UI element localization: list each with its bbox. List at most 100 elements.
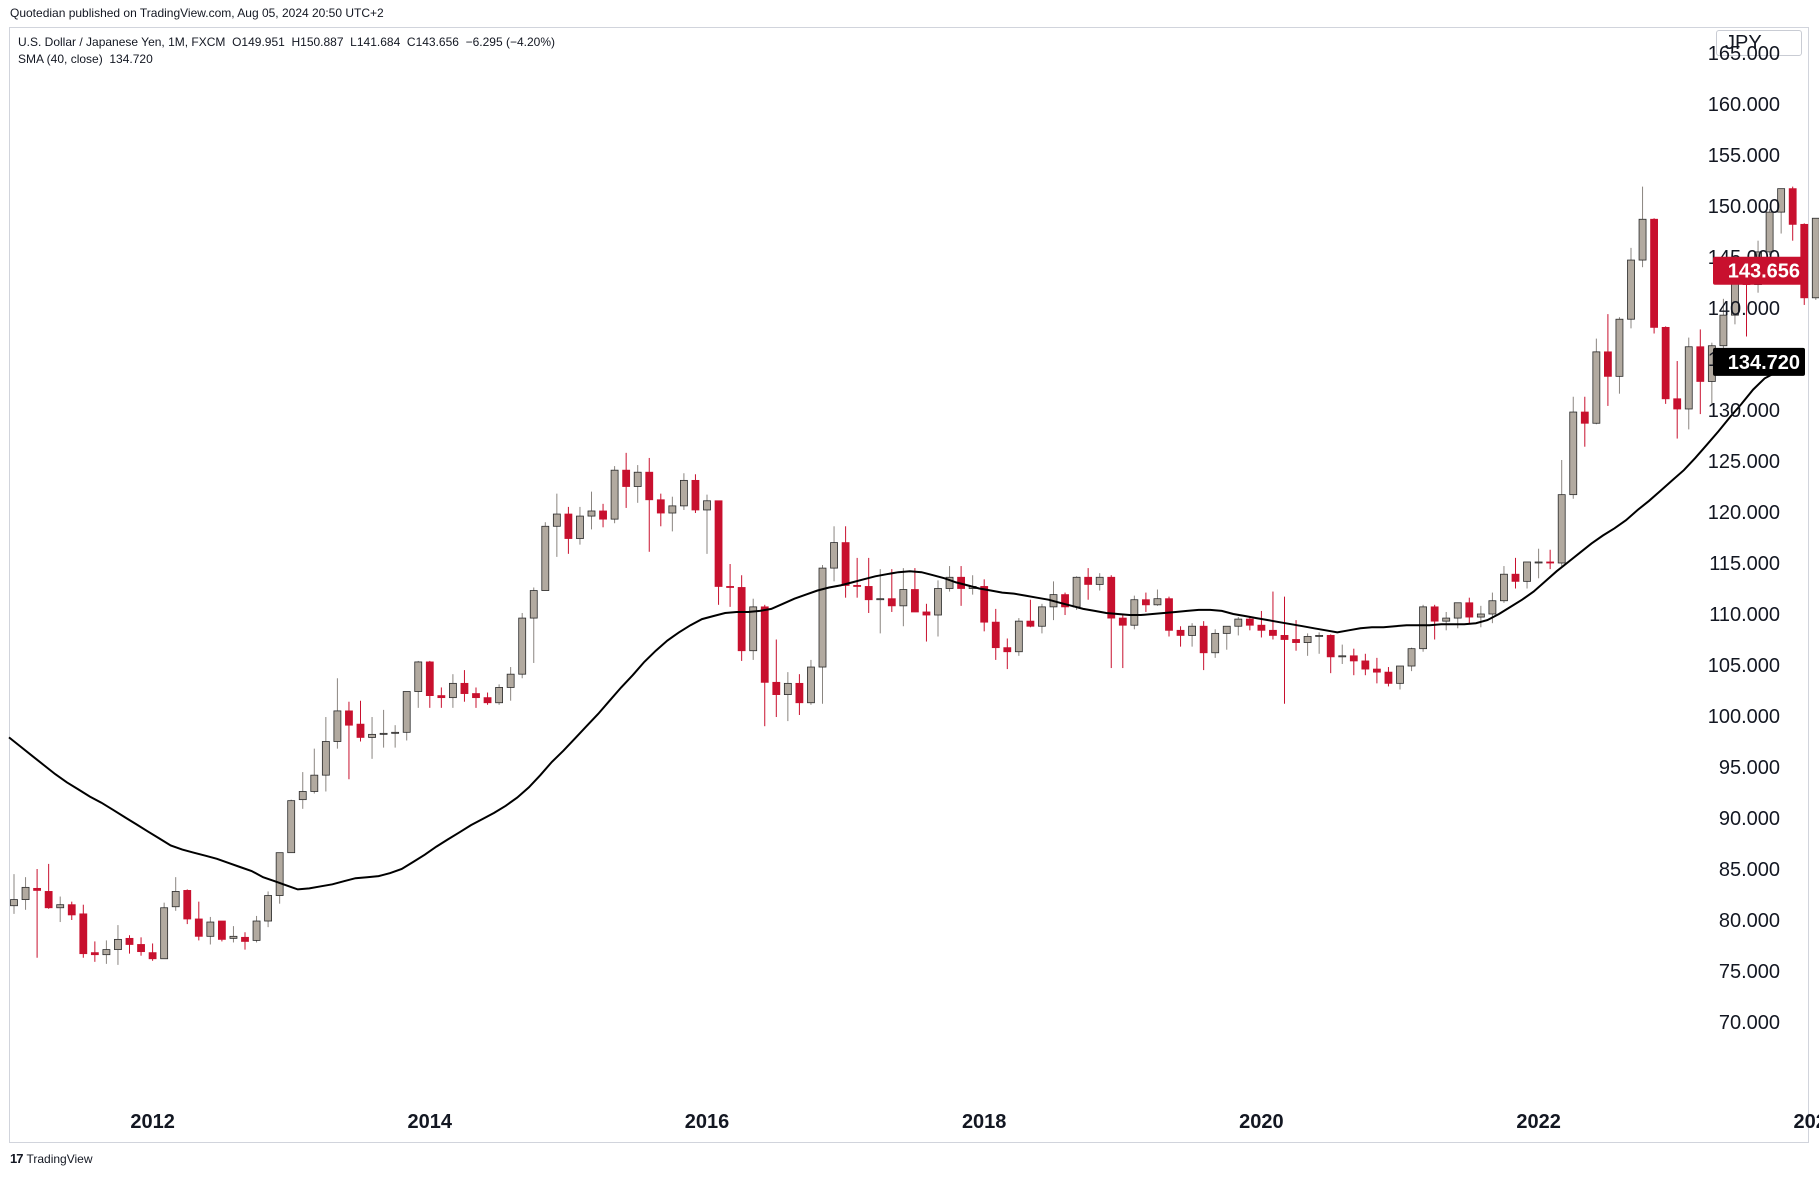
candle[interactable] xyxy=(911,568,919,613)
candle[interactable] xyxy=(206,916,215,945)
candle[interactable] xyxy=(1361,653,1370,676)
sma-legend[interactable]: SMA (40, close) 134.720 xyxy=(18,52,153,66)
candle[interactable] xyxy=(887,569,896,612)
candle[interactable] xyxy=(310,748,319,794)
candle[interactable] xyxy=(552,493,561,557)
time-axis[interactable]: 2012 2014 2016 2018 2020 2022 2024 xyxy=(130,1111,1819,1133)
candle[interactable] xyxy=(1326,634,1335,674)
candle[interactable] xyxy=(125,935,134,954)
candle[interactable] xyxy=(1407,647,1416,672)
candle[interactable] xyxy=(56,896,65,923)
candle[interactable] xyxy=(783,672,792,722)
candle[interactable] xyxy=(1245,617,1254,631)
candle[interactable] xyxy=(44,863,53,909)
candle[interactable] xyxy=(1153,589,1162,606)
candle[interactable] xyxy=(1188,623,1196,647)
candle[interactable] xyxy=(1569,396,1578,499)
candle[interactable] xyxy=(1811,217,1819,300)
candle[interactable] xyxy=(114,925,122,965)
candle[interactable] xyxy=(67,901,76,920)
candle[interactable] xyxy=(183,889,192,925)
candle[interactable] xyxy=(275,852,284,904)
candle[interactable] xyxy=(448,674,457,708)
candle[interactable] xyxy=(841,526,850,598)
candle[interactable] xyxy=(1269,591,1277,640)
footer-branding[interactable]: 17 TradingView xyxy=(10,1151,93,1166)
candle[interactable] xyxy=(1638,186,1647,268)
candle[interactable] xyxy=(1788,186,1797,241)
symbol-legend[interactable]: U.S. Dollar / Japanese Yen, 1M, FXCM O14… xyxy=(18,35,556,49)
candle[interactable] xyxy=(425,660,434,708)
candle[interactable] xyxy=(1476,605,1485,628)
candle[interactable] xyxy=(460,670,469,702)
candle[interactable] xyxy=(321,717,330,792)
candle[interactable] xyxy=(1199,621,1208,671)
candle[interactable] xyxy=(1419,604,1427,652)
candle[interactable] xyxy=(1165,596,1173,637)
candle[interactable] xyxy=(1604,314,1612,406)
candle[interactable] xyxy=(934,580,942,637)
candle[interactable] xyxy=(252,915,261,943)
candle[interactable] xyxy=(1338,644,1347,664)
candle[interactable] xyxy=(437,687,446,708)
candle[interactable] xyxy=(945,566,954,592)
candle[interactable] xyxy=(772,639,781,718)
candle[interactable] xyxy=(333,678,342,749)
candle[interactable] xyxy=(1014,618,1023,656)
candle[interactable] xyxy=(1627,247,1635,329)
candle[interactable] xyxy=(587,491,596,530)
candle[interactable] xyxy=(1257,610,1266,638)
candle[interactable] xyxy=(864,557,873,613)
candle[interactable] xyxy=(379,709,388,748)
candle[interactable] xyxy=(633,465,642,503)
candle[interactable] xyxy=(402,691,411,741)
candle[interactable] xyxy=(610,466,619,524)
candle[interactable] xyxy=(1534,548,1543,579)
candle[interactable] xyxy=(1592,338,1601,425)
candle[interactable] xyxy=(483,692,492,705)
candle[interactable] xyxy=(1557,459,1566,567)
candle[interactable] xyxy=(1303,633,1312,656)
price-axis[interactable]: 165.000160.000155.000150.000145.000140.0… xyxy=(1708,43,1780,1034)
candle[interactable] xyxy=(1280,596,1289,704)
candle[interactable] xyxy=(680,473,688,510)
candle[interactable] xyxy=(160,902,169,960)
candle[interactable] xyxy=(506,667,515,701)
candle[interactable] xyxy=(414,660,423,708)
candle[interactable] xyxy=(391,725,400,748)
candle[interactable] xyxy=(1777,188,1786,234)
candle[interactable] xyxy=(645,457,654,552)
candle[interactable] xyxy=(229,926,238,943)
candle[interactable] xyxy=(691,474,700,514)
candle[interactable] xyxy=(1373,657,1381,684)
candle[interactable] xyxy=(668,496,677,532)
candle[interactable] xyxy=(957,566,965,606)
candle[interactable] xyxy=(1384,667,1393,687)
candle[interactable] xyxy=(1072,576,1081,610)
candle[interactable] xyxy=(345,701,353,780)
candle[interactable] xyxy=(714,500,723,605)
candle[interactable] xyxy=(1465,597,1474,624)
candle[interactable] xyxy=(495,684,504,705)
candle[interactable] xyxy=(1084,568,1093,600)
candle[interactable] xyxy=(922,603,931,642)
candle[interactable] xyxy=(298,772,307,809)
candle[interactable] xyxy=(899,568,908,627)
candle[interactable] xyxy=(599,503,607,528)
candle[interactable] xyxy=(356,700,365,742)
candle[interactable] xyxy=(529,587,538,663)
candle[interactable] xyxy=(472,687,480,708)
candle[interactable] xyxy=(241,932,249,950)
currency-label[interactable]: JPY xyxy=(1716,30,1802,56)
candle[interactable] xyxy=(1615,317,1624,394)
candle[interactable] xyxy=(1176,626,1185,647)
candle[interactable] xyxy=(1442,611,1451,631)
candle[interactable] xyxy=(1349,648,1358,676)
candle[interactable] xyxy=(1396,665,1404,690)
candle[interactable] xyxy=(818,565,827,704)
candle[interactable] xyxy=(749,598,758,660)
candle[interactable] xyxy=(1580,396,1589,447)
candle[interactable] xyxy=(102,940,111,964)
candle[interactable] xyxy=(1661,326,1670,404)
